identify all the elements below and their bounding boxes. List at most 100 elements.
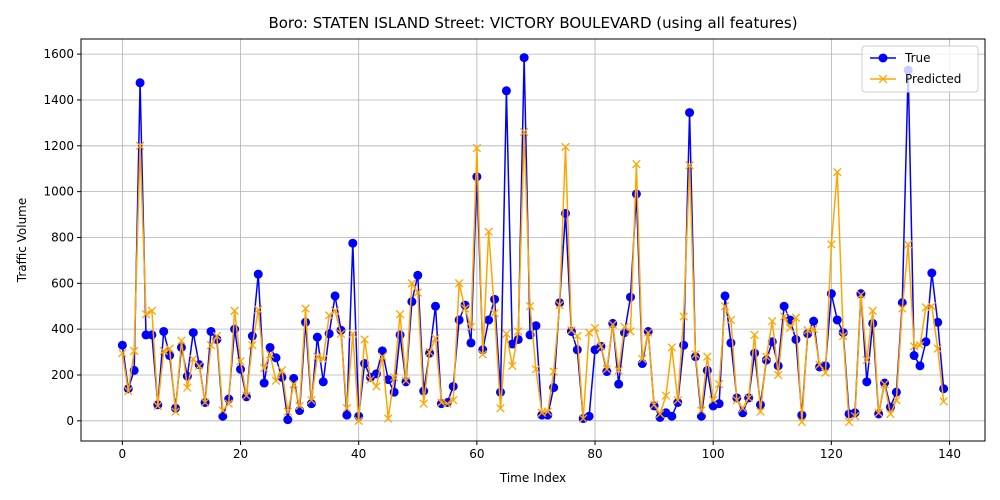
y-tick-label: 800	[51, 230, 74, 244]
data-point	[466, 322, 476, 332]
data-point	[496, 403, 505, 413]
data-point	[626, 327, 635, 336]
data-point	[862, 377, 872, 387]
legend: True Predicted	[861, 45, 979, 93]
data-point	[189, 354, 198, 364]
data-point	[838, 331, 848, 341]
data-point	[330, 291, 340, 301]
data-point	[354, 416, 363, 426]
data-point	[738, 403, 748, 413]
data-point	[756, 407, 765, 416]
data-point	[496, 387, 506, 397]
data-point	[856, 289, 866, 299]
data-point	[768, 316, 777, 326]
x-tick-label: 0	[119, 447, 127, 461]
data-point	[200, 398, 210, 407]
data-point	[431, 301, 441, 311]
y-tick-label: 1200	[43, 139, 74, 153]
x-tick-label: 100	[702, 447, 725, 461]
data-point	[602, 367, 612, 377]
data-point	[620, 322, 629, 332]
data-point	[378, 352, 387, 361]
data-point	[466, 338, 476, 348]
data-point	[933, 344, 942, 353]
data-point	[850, 411, 860, 421]
data-point	[454, 315, 464, 325]
data-point	[153, 401, 163, 411]
data-point	[631, 189, 641, 199]
data-point	[490, 294, 500, 304]
data-point	[927, 301, 937, 311]
data-point	[525, 301, 535, 311]
data-point	[915, 361, 925, 371]
data-point	[779, 301, 789, 311]
data-point	[856, 290, 866, 300]
data-point	[324, 311, 334, 320]
chart-title: Boro: STATEN ISLAND Street: VICTORY BOUL…	[268, 14, 797, 32]
data-point	[827, 240, 836, 249]
data-point	[425, 347, 434, 357]
data-point	[490, 308, 499, 318]
y-tick-label: 1600	[43, 47, 74, 61]
data-point	[561, 142, 570, 152]
data-point	[762, 352, 771, 361]
data-point	[726, 315, 736, 325]
data-point	[632, 159, 641, 169]
data-point	[779, 312, 789, 321]
data-point	[377, 346, 387, 356]
data-point	[714, 399, 724, 409]
data-point	[726, 338, 736, 348]
data-point	[886, 409, 895, 419]
data-point	[502, 329, 511, 338]
data-point	[797, 417, 807, 427]
data-point	[667, 343, 677, 352]
data-point	[448, 395, 458, 405]
data-point	[714, 379, 724, 389]
data-point	[815, 360, 824, 369]
y-tick-label: 1400	[43, 93, 74, 107]
x-axis-label: Time Index	[499, 471, 566, 485]
data-point	[212, 331, 222, 341]
series-predicted	[118, 127, 948, 427]
data-point	[401, 376, 411, 385]
data-point	[519, 127, 529, 137]
data-point	[307, 395, 316, 405]
data-point	[118, 348, 127, 358]
data-point	[508, 361, 517, 371]
data-point	[348, 238, 358, 248]
data-point	[892, 395, 901, 405]
data-point	[667, 411, 677, 421]
axis-ticks: 0 20 40 60 80 100 120 1400200400600800100012001…	[43, 47, 961, 461]
data-point	[578, 414, 588, 423]
legend-label: Predicted	[905, 72, 961, 86]
data-point	[171, 407, 180, 416]
plot-frame	[80, 38, 986, 442]
data-point	[318, 354, 328, 364]
data-point	[413, 270, 423, 280]
data-point	[265, 342, 275, 352]
data-point	[295, 401, 304, 411]
data-point	[821, 368, 830, 377]
data-point	[732, 395, 742, 405]
data-point	[147, 330, 157, 340]
data-point	[478, 350, 488, 359]
data-point	[372, 382, 381, 391]
x-tick-label: 80	[587, 447, 602, 461]
data-point	[750, 348, 760, 358]
data-point	[643, 328, 653, 337]
data-point	[224, 399, 233, 408]
data-point	[566, 326, 576, 336]
data-point	[880, 379, 889, 389]
data-point	[696, 411, 706, 421]
data-point	[383, 414, 393, 423]
y-axis-label: Traffic Volume	[15, 198, 29, 284]
series-line	[121, 131, 945, 423]
data-point	[744, 393, 753, 403]
data-point	[442, 397, 452, 407]
data-point	[702, 365, 712, 375]
x-tick-label: 60	[469, 447, 484, 461]
data-point	[513, 334, 523, 344]
data-point	[259, 378, 269, 388]
data-point	[643, 326, 653, 336]
data-point	[383, 375, 393, 385]
